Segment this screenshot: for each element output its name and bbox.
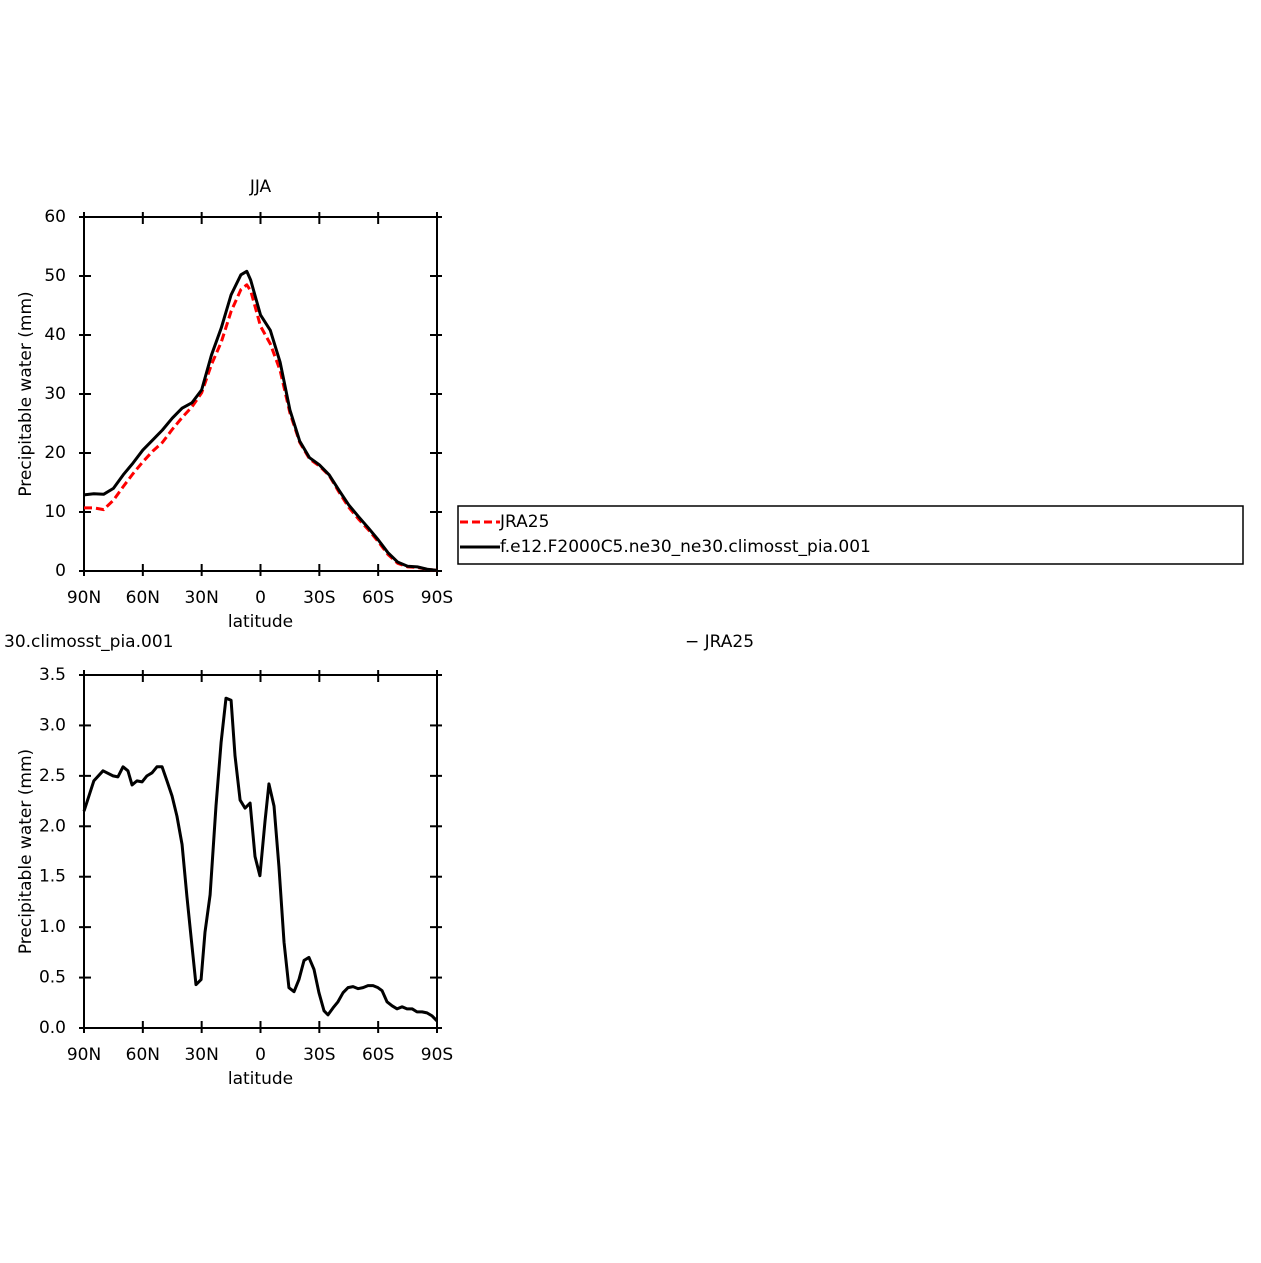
y-tick-label: 1.5 bbox=[39, 867, 66, 887]
data-line bbox=[83, 269, 438, 572]
x-tick-label: 30N bbox=[184, 588, 218, 608]
legend-label: f.e12.F2000C5.ne30_ne30.climosst_pia.001 bbox=[500, 537, 871, 557]
y-tick-label: 2.5 bbox=[39, 766, 66, 786]
y-tick-label: 2.0 bbox=[39, 816, 66, 836]
y-axis-label: Precipitable water (mm) bbox=[16, 291, 36, 496]
y-tick-label: 0.0 bbox=[39, 1018, 66, 1038]
x-tick-label: 60N bbox=[126, 588, 160, 608]
y-tick-label: 1.0 bbox=[39, 917, 66, 937]
x-tick-label: 90N bbox=[67, 1045, 101, 1065]
x-axis-label: latitude bbox=[228, 1069, 293, 1089]
y-tick-label: 0 bbox=[55, 561, 66, 581]
plot-frame bbox=[83, 216, 438, 572]
x-tick-label: 60N bbox=[126, 1045, 160, 1065]
x-tick-label: 0 bbox=[255, 1045, 266, 1065]
data-line bbox=[82, 696, 439, 1022]
y-tick-label: 60 bbox=[44, 207, 66, 227]
data-line bbox=[84, 283, 438, 572]
x-axis-label: latitude bbox=[228, 612, 293, 632]
y-tick-label: 50 bbox=[44, 266, 66, 286]
y-tick-label: 3.0 bbox=[39, 715, 66, 735]
y-axis-label: Precipitable water (mm) bbox=[16, 749, 36, 954]
x-tick-label: 90N bbox=[67, 588, 101, 608]
x-tick-label: 30S bbox=[303, 1045, 335, 1065]
chart-title: JJA bbox=[249, 177, 272, 197]
y-tick-label: 3.5 bbox=[39, 665, 66, 685]
y-tick-label: 10 bbox=[44, 502, 66, 522]
plot-frame bbox=[83, 674, 438, 1029]
x-tick-label: 0 bbox=[255, 588, 266, 608]
x-tick-label: 30S bbox=[303, 588, 335, 608]
legend-box bbox=[457, 505, 1244, 565]
chart-title: 30.climosst_pia.001 bbox=[4, 632, 173, 652]
x-tick-label: 60S bbox=[362, 1045, 394, 1065]
y-tick-label: 0.5 bbox=[39, 968, 66, 988]
chart-subtitle: − JRA25 bbox=[685, 632, 754, 652]
x-tick-label: 60S bbox=[362, 588, 394, 608]
x-tick-label: 90S bbox=[421, 588, 453, 608]
x-tick-label: 30N bbox=[184, 1045, 218, 1065]
y-tick-label: 30 bbox=[44, 384, 66, 404]
y-tick-label: 40 bbox=[44, 325, 66, 345]
x-tick-label: 90S bbox=[421, 1045, 453, 1065]
legend-label: JRA25 bbox=[499, 512, 549, 532]
y-tick-label: 20 bbox=[44, 443, 66, 463]
